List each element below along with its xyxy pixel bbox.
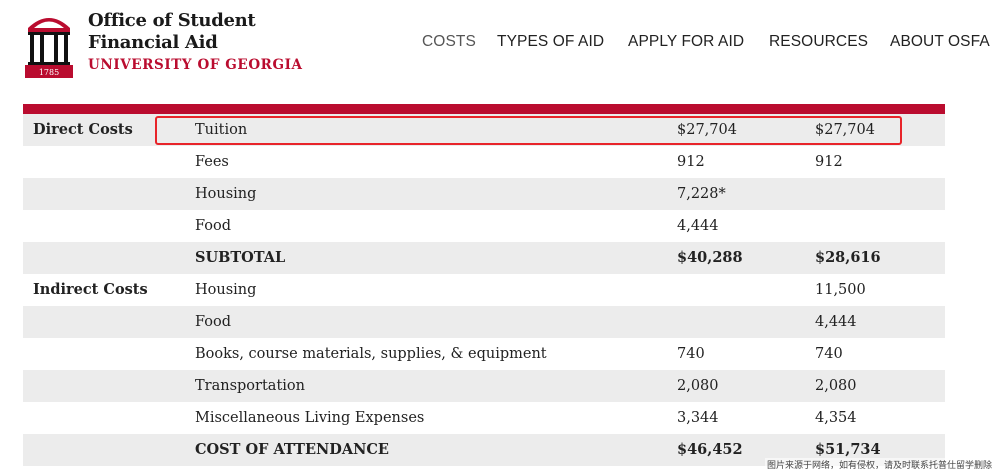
value-cell-col1: $27,704 [677, 122, 737, 138]
table-row: Miscellaneous Living Expenses 3,344 4,35… [23, 402, 945, 434]
table-row: Fees 912 912 [23, 146, 945, 178]
table-header-bar [23, 104, 945, 114]
main-nav: COSTS TYPES OF AID APPLY FOR AID RESOURC… [0, 33, 998, 53]
value-cell-col2: $27,704 [815, 122, 875, 138]
value-cell-col1: 3,344 [677, 410, 719, 426]
item-cell: Tuition [195, 122, 248, 138]
value-cell-col2: 4,444 [815, 314, 857, 330]
item-cell: Housing [195, 186, 257, 202]
table-row: Food 4,444 [23, 210, 945, 242]
value-cell-col2: 4,354 [815, 410, 857, 426]
table-row-subtotal: SUBTOTAL $40,288 $28,616 [23, 242, 945, 274]
value-cell-col1: 912 [677, 154, 705, 170]
value-cell-col2: $51,734 [815, 441, 881, 458]
value-cell-col1: 7,228* [677, 186, 726, 202]
item-cell: Transportation [195, 378, 305, 394]
item-cell: Books, course materials, supplies, & equ… [195, 346, 547, 362]
item-cell: Food [195, 314, 232, 330]
item-cell: Food [195, 218, 232, 234]
image-watermark: 图片来源于网络，如有侵权，请及时联系托普仕留学删除 [764, 458, 994, 471]
table-row: Transportation 2,080 2,080 [23, 370, 945, 402]
item-cell: SUBTOTAL [195, 249, 286, 266]
uga-arch-logo-icon[interactable]: 1785 [25, 8, 73, 78]
table-row: Housing 7,228* [23, 178, 945, 210]
cost-table: Direct Costs Tuition $27,704 $27,704 Fee… [23, 114, 945, 466]
value-cell-col2: 11,500 [815, 282, 866, 298]
value-cell-col2: 740 [815, 346, 843, 362]
item-cell: Housing [195, 282, 257, 298]
category-cell: Direct Costs [33, 121, 133, 138]
nav-costs[interactable]: COSTS [422, 33, 476, 50]
value-cell-col1: $46,452 [677, 441, 743, 458]
site-header: 1785 Office of Student Financial Aid UNI… [0, 0, 998, 95]
category-cell: Indirect Costs [33, 281, 148, 298]
logo-year: 1785 [39, 68, 59, 77]
nav-types-of-aid[interactable]: TYPES OF AID [497, 33, 605, 50]
site-brand[interactable]: Office of Student Financial Aid UNIVERSI… [88, 10, 303, 73]
item-cell: COST OF ATTENDANCE [195, 441, 389, 458]
value-cell-col1: 740 [677, 346, 705, 362]
value-cell-col1: 4,444 [677, 218, 719, 234]
nav-apply-for-aid[interactable]: APPLY FOR AID [628, 33, 745, 50]
value-cell-col2: 912 [815, 154, 843, 170]
brand-university: UNIVERSITY OF GEORGIA [88, 57, 303, 73]
nav-about-osfa[interactable]: ABOUT OSFA [890, 33, 990, 50]
item-cell: Miscellaneous Living Expenses [195, 410, 425, 426]
item-cell: Fees [195, 154, 229, 170]
table-row: Indirect Costs Housing 11,500 [23, 274, 945, 306]
value-cell-col2: $28,616 [815, 249, 881, 266]
nav-resources[interactable]: RESOURCES [769, 33, 869, 50]
brand-line-1: Office of Student [88, 10, 256, 31]
brand-line-2: Financial Aid [88, 32, 218, 53]
value-cell-col1: 2,080 [677, 378, 719, 394]
table-row: Books, course materials, supplies, & equ… [23, 338, 945, 370]
table-row: Food 4,444 [23, 306, 945, 338]
value-cell-col2: 2,080 [815, 378, 857, 394]
table-row: Direct Costs Tuition $27,704 $27,704 [23, 114, 945, 146]
value-cell-col1: $40,288 [677, 249, 743, 266]
